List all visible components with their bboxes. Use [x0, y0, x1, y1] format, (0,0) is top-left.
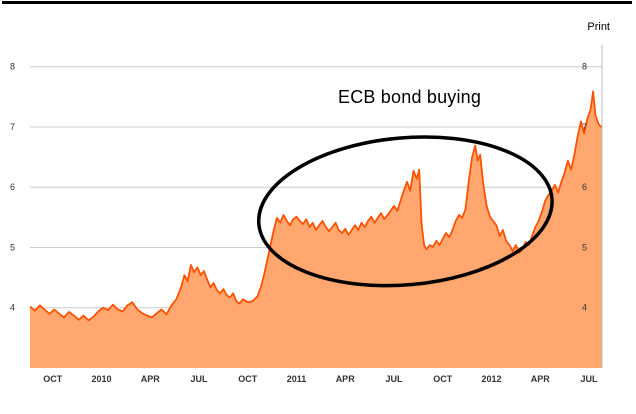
top-border-line — [2, 1, 632, 4]
y-axis-label-left-6: 6 — [10, 182, 15, 192]
x-axis-label-0-OCT: OCT — [43, 374, 63, 384]
y-axis-label-left-8: 8 — [10, 62, 15, 72]
x-axis-label-3-JUL: JUL — [190, 374, 208, 384]
x-axis-label-9-2012: 2012 — [481, 374, 501, 384]
x-axis-label-1-2010: 2010 — [91, 374, 111, 384]
x-axis-label-4-OCT: OCT — [238, 374, 258, 384]
y-axis-label-left-7: 7 — [10, 122, 15, 132]
ecb-annotation-label: ECB bond buying — [338, 87, 482, 107]
yield-area-fill — [30, 91, 602, 369]
y-axis-label-left-5: 5 — [10, 243, 15, 253]
y-axis-label-right-7: 7 — [582, 122, 587, 132]
y-axis-label-right-8: 8 — [582, 62, 587, 72]
x-axis-label-5-2011: 2011 — [287, 374, 307, 384]
x-axis-label-2-APR: APR — [141, 374, 161, 384]
ecb-annotation-ellipse — [256, 135, 554, 288]
y-axis-label-right-4: 4 — [582, 303, 587, 313]
y-axis-label-right-5: 5 — [582, 243, 587, 253]
yield-line — [29, 90, 603, 322]
y-axis-label-right-6: 6 — [582, 182, 587, 192]
x-axis-label-7-JUL: JUL — [385, 374, 403, 384]
x-axis-label-11-JUL: JUL — [580, 374, 598, 384]
x-axis-label-8-OCT: OCT — [433, 374, 453, 384]
x-axis-label-6-APR: APR — [336, 374, 356, 384]
x-axis-label-10-APR: APR — [531, 374, 551, 384]
y-axis-label-left-4: 4 — [10, 303, 15, 313]
print-button[interactable]: Print — [587, 21, 610, 33]
